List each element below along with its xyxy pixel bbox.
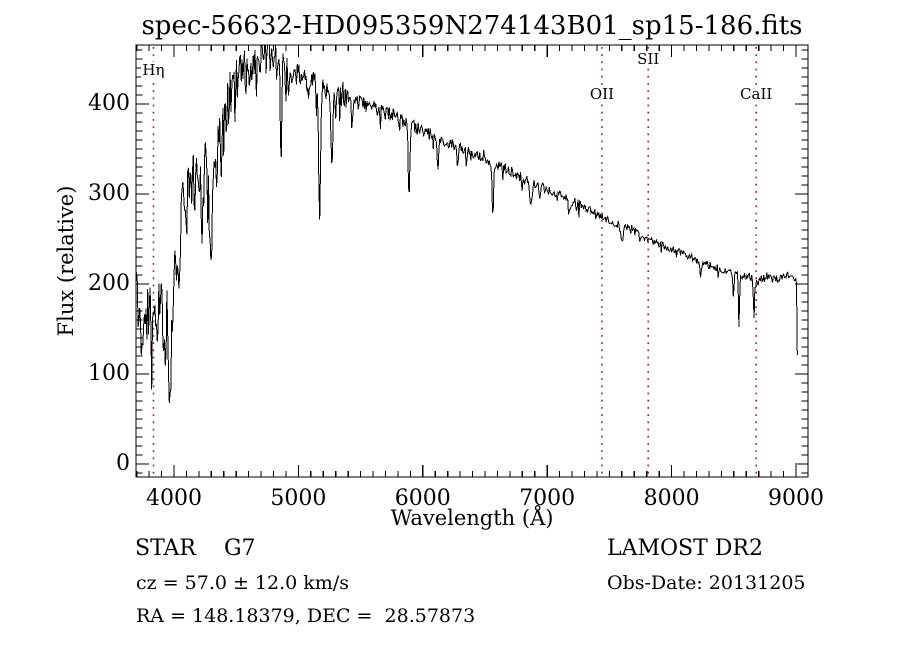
spectrum-line xyxy=(136,45,798,403)
axis-box xyxy=(135,44,809,478)
